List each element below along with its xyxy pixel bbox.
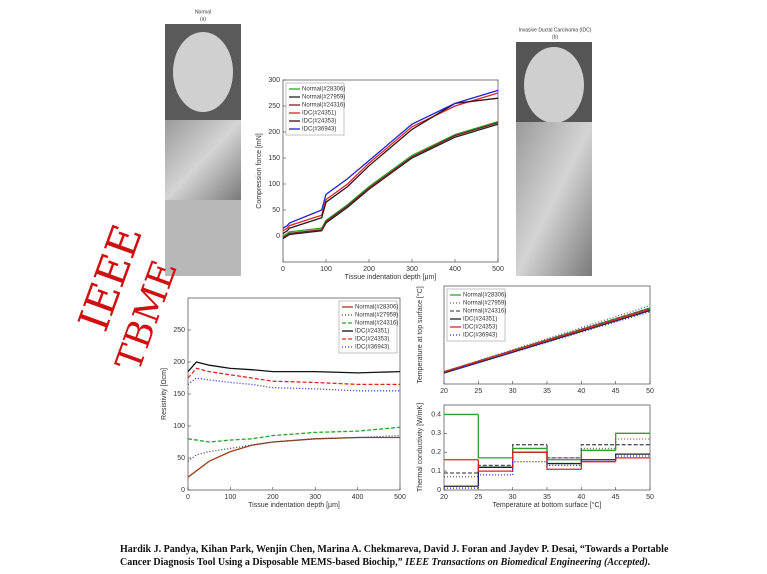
- y-tick-label: 0.1: [431, 468, 441, 475]
- sem-image: [165, 200, 241, 276]
- legend-label: Normal(#28306): [463, 293, 506, 299]
- x-axis-label: Tissue indentation depth [μm]: [248, 502, 340, 509]
- y-tick-label: 0: [276, 233, 280, 240]
- y-tick-label: 200: [268, 129, 280, 136]
- figure: Normal (a) Invasive Ductal Carcinoma (ID…: [0, 0, 767, 540]
- sem-image: [165, 120, 241, 200]
- sem-image: [524, 47, 584, 123]
- x-tick-label: 25: [474, 494, 482, 501]
- y-tick-label: 0: [181, 487, 185, 494]
- y-tick-label: 250: [173, 327, 185, 334]
- panel-label: (b): [552, 34, 558, 40]
- legend-label: Normal(#27959): [463, 301, 506, 307]
- x-tick-label: 25: [474, 388, 482, 395]
- x-tick-label: 200: [267, 494, 279, 501]
- x-tick-label: 500: [492, 266, 504, 273]
- legend-label: Normal(#27959): [355, 313, 398, 319]
- x-tick-label: 45: [612, 494, 620, 501]
- y-tick-label: 0.4: [431, 411, 441, 418]
- y-tick-label: 50: [177, 455, 185, 462]
- legend-label: IDC(#36943): [355, 345, 389, 351]
- x-tick-label: 35: [543, 388, 551, 395]
- authors: Hardik J. Pandya, Kihan Park, Wenjin Che…: [120, 544, 580, 555]
- x-tick-label: 50: [646, 494, 654, 501]
- y-axis-label: Temperature at top surface [°C]: [416, 286, 424, 383]
- legend-label: Normal(#24316): [463, 309, 506, 315]
- y-tick-label: 250: [268, 103, 280, 110]
- legend-label: Normal(#24316): [355, 321, 398, 327]
- x-tick-label: 400: [352, 494, 364, 501]
- y-tick-label: 100: [173, 423, 185, 430]
- x-tick-label: 35: [543, 494, 551, 501]
- x-tick-label: 40: [577, 494, 585, 501]
- panel-title: Invasive Ductal Carcinoma (IDC): [519, 27, 592, 33]
- x-tick-label: 40: [577, 388, 585, 395]
- y-axis-label: Thermal conductivity [W/mK]: [417, 403, 424, 492]
- legend-label: IDC(#24353): [355, 337, 389, 343]
- y-tick-label: 0: [437, 487, 441, 494]
- legend-label: IDC(#36943): [463, 333, 497, 339]
- y-tick-label: 50: [272, 207, 280, 214]
- x-tick-label: 300: [406, 266, 418, 273]
- x-axis-label: Temperature at bottom surface [°C]: [492, 501, 601, 509]
- y-tick-label: 100: [268, 181, 280, 188]
- x-tick-label: 50: [646, 388, 654, 395]
- y-tick-label: 300: [268, 77, 280, 84]
- x-tick-label: 300: [309, 494, 321, 501]
- y-tick-label: 0.3: [431, 430, 441, 437]
- panel-title: Normal: [195, 9, 211, 15]
- x-tick-label: 200: [363, 266, 375, 273]
- x-tick-label: 30: [509, 388, 517, 395]
- x-tick-label: 0: [281, 266, 285, 273]
- sem-image: [173, 32, 233, 112]
- x-tick-label: 20: [440, 388, 448, 395]
- legend-label: Normal(#27959): [302, 95, 345, 101]
- x-tick-label: 500: [394, 494, 406, 501]
- y-tick-label: 150: [173, 391, 185, 398]
- panel-label: (a): [200, 16, 206, 22]
- y-tick-label: 200: [173, 359, 185, 366]
- x-tick-label: 400: [449, 266, 461, 273]
- x-tick-label: 100: [320, 266, 332, 273]
- citation: Hardik J. Pandya, Kihan Park, Wenjin Che…: [120, 543, 680, 569]
- y-axis-label: Compression force [mN]: [256, 133, 263, 209]
- x-tick-label: 0: [186, 494, 190, 501]
- x-tick-label: 30: [509, 494, 517, 501]
- journal: IEEE Transactions on Biomedical Engineer…: [405, 557, 650, 568]
- x-axis-label: Tissue indentation depth [μm]: [345, 274, 437, 281]
- x-tick-label: 45: [612, 388, 620, 395]
- x-tick-label: 100: [225, 494, 237, 501]
- legend-label: Normal(#28306): [355, 305, 398, 311]
- legend-label: IDC(#24351): [302, 111, 336, 117]
- legend-label: IDC(#36943): [302, 127, 336, 133]
- y-tick-label: 150: [268, 155, 280, 162]
- y-axis-label: Resistivity [Ωcm]: [161, 368, 168, 420]
- legend-label: Normal(#24316): [302, 103, 345, 109]
- legend-label: IDC(#24353): [463, 325, 497, 331]
- legend-label: IDC(#24351): [463, 317, 497, 323]
- slide: {"panels":[{"title":"Normal","label":"(a…: [0, 0, 767, 574]
- legend-label: Normal(#28306): [302, 87, 345, 93]
- legend-label: IDC(#24351): [355, 329, 389, 335]
- sem-image: [516, 122, 592, 276]
- y-tick-label: 0.2: [431, 449, 441, 456]
- legend-label: IDC(#24353): [302, 119, 336, 125]
- x-tick-label: 20: [440, 494, 448, 501]
